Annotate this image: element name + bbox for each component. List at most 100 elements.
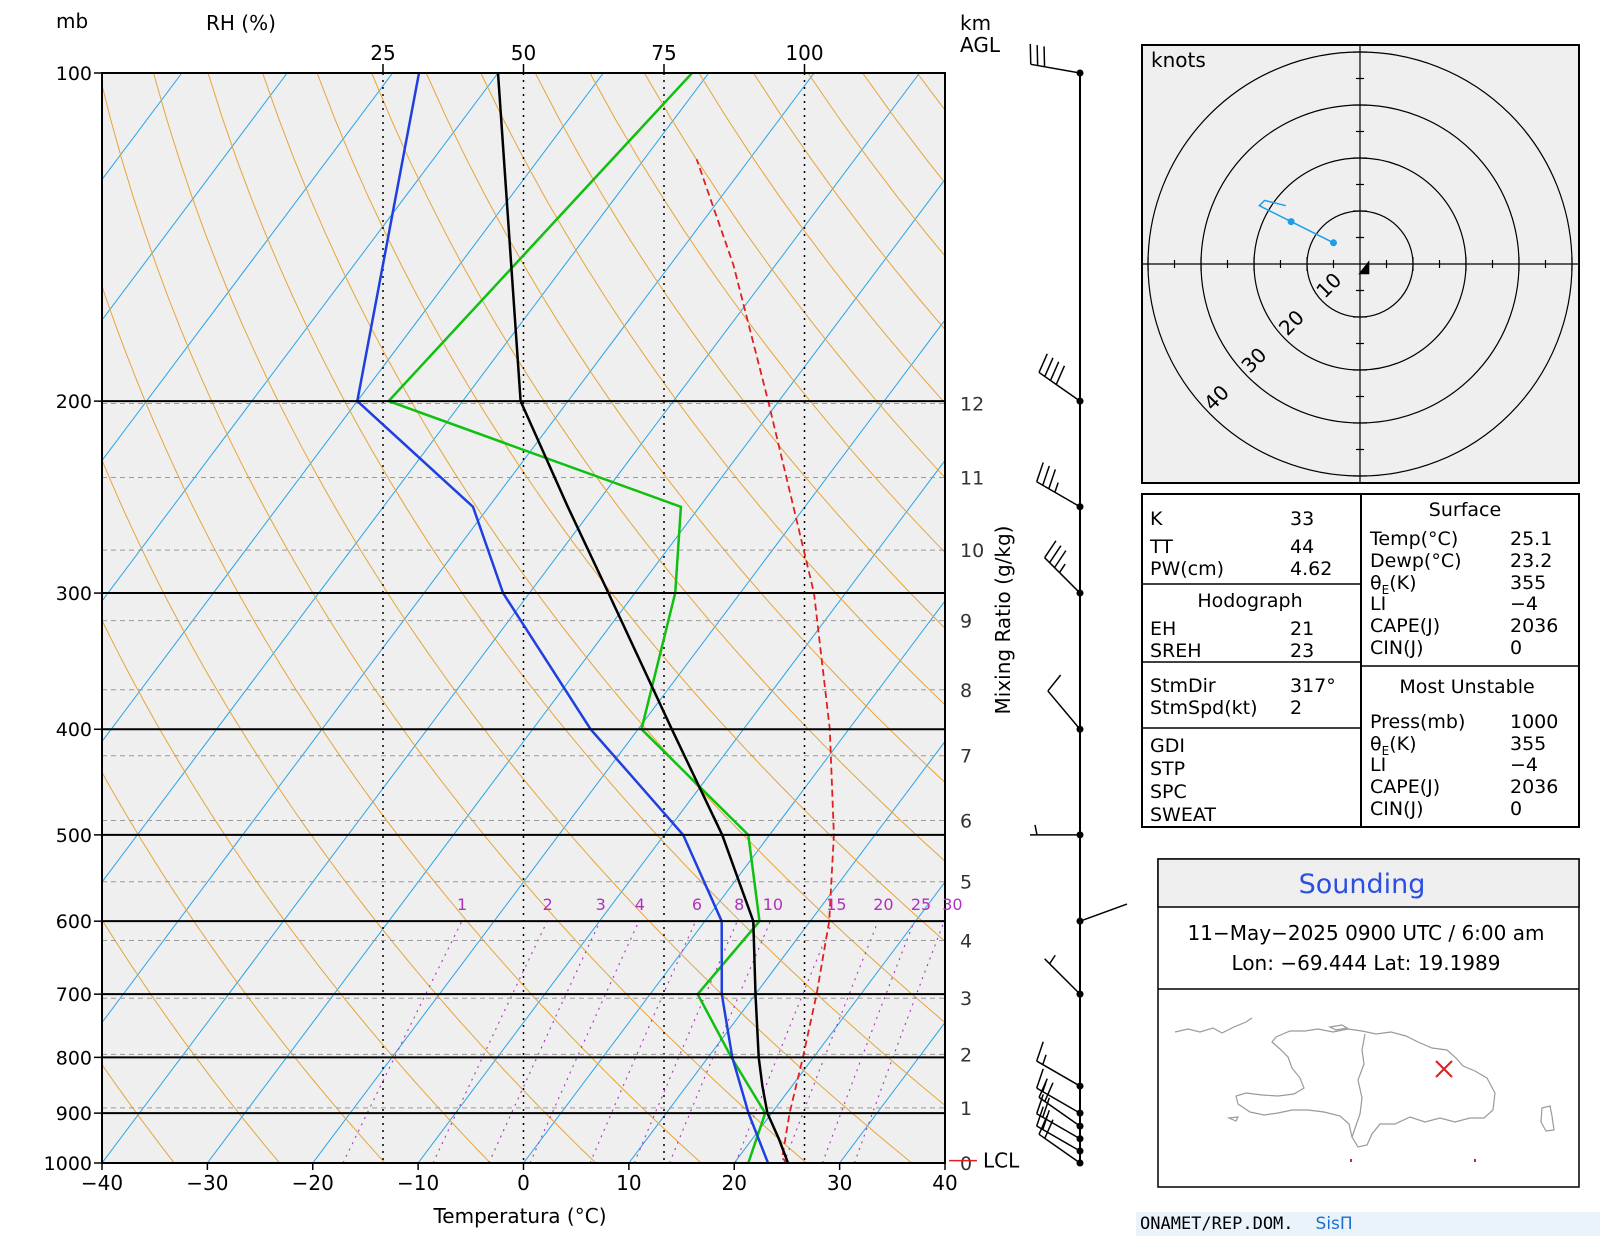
rh-tick-label: 100 bbox=[785, 41, 823, 65]
wind-barb-full bbox=[1042, 1097, 1051, 1118]
isotherm-line bbox=[312, 319, 945, 1163]
dry-adiabat-line bbox=[480, 73, 945, 706]
surface-li-label: LI bbox=[1370, 593, 1386, 615]
pressure-tick-label: 800 bbox=[56, 1047, 92, 1069]
wind-barb-staff bbox=[1079, 903, 1128, 922]
dry-adiabat-line bbox=[207, 73, 945, 1106]
wind-barb-full bbox=[1042, 465, 1051, 486]
dry-adiabat-line bbox=[262, 73, 945, 1024]
mixing-ratio-label: 2 bbox=[543, 895, 553, 914]
surface-cape-label: CAPE(J) bbox=[1370, 615, 1440, 637]
storm-motion-marker bbox=[1358, 260, 1370, 275]
stp-label: STP bbox=[1150, 758, 1185, 780]
stmspd-value: 2 bbox=[1290, 697, 1302, 719]
stmspd-label: StmSpd(kt) bbox=[1150, 697, 1257, 719]
wind-barb-full bbox=[1035, 1041, 1044, 1062]
mixing-ratio-title: Mixing Ratio (g/kg) bbox=[991, 526, 1015, 715]
info-frame bbox=[1157, 858, 1580, 1188]
wind-barb-column bbox=[1029, 43, 1128, 1167]
wind-barb-full bbox=[1035, 1068, 1044, 1089]
mixing-ratio-line bbox=[342, 920, 463, 1163]
height-tick-label: 9 bbox=[960, 611, 972, 633]
temperature-tick-label: 30 bbox=[827, 1171, 852, 1195]
wind-barb-staff bbox=[1036, 1125, 1081, 1152]
dry-adiabat-line bbox=[102, 771, 386, 1163]
wind-barb bbox=[1035, 1094, 1081, 1140]
temperature-tick-label: −40 bbox=[81, 1171, 123, 1195]
wind-barb-full bbox=[1053, 550, 1067, 569]
isotherm-line bbox=[102, 73, 710, 883]
wind-barb-staff bbox=[1038, 1096, 1081, 1127]
k-value: 33 bbox=[1290, 508, 1314, 530]
height-tick-label: 5 bbox=[960, 872, 972, 894]
wind-barb-full bbox=[1035, 1094, 1044, 1114]
mixing-ratio-label: 30 bbox=[942, 895, 962, 914]
dry-adiabat-line bbox=[425, 73, 945, 784]
surface-cin-label: CIN(J) bbox=[1370, 637, 1424, 659]
surface-cape-value: 2036 bbox=[1510, 615, 1558, 637]
indices-panel: K 33 TT 44 PW(cm) 4.62 Hodograph EH 21 S… bbox=[1141, 493, 1580, 828]
location-marker-stroke-2 bbox=[1435, 1060, 1453, 1078]
wind-barb bbox=[1029, 43, 1081, 74]
surface-temp-value: 25.1 bbox=[1510, 528, 1552, 550]
info-title-bar bbox=[1157, 858, 1580, 908]
isotherm-line bbox=[523, 600, 945, 1163]
height-axis-title-agl: AGL bbox=[960, 33, 1001, 57]
wind-barb bbox=[1044, 954, 1081, 995]
height-tick-label: 4 bbox=[960, 931, 972, 953]
wind-barb-half bbox=[1048, 954, 1056, 965]
surface-li-value: −4 bbox=[1510, 593, 1538, 615]
temperature-tick-label: −10 bbox=[397, 1171, 439, 1195]
dry-adiabat-line bbox=[102, 1063, 175, 1163]
sounding-datetime: 11−May−2025 0900 UTC / 6:00 am bbox=[1188, 921, 1545, 945]
lcl-label: LCL bbox=[983, 1149, 1020, 1173]
hodograph-point bbox=[1330, 239, 1337, 247]
isotherm-line bbox=[102, 73, 920, 1163]
dry-adiabat-line bbox=[102, 82, 807, 1163]
dry-adiabat-line bbox=[102, 284, 702, 1163]
mixing-ratio-line bbox=[488, 920, 601, 1163]
hispaniola-outline bbox=[1235, 1028, 1496, 1148]
mixing-ratio-label: 15 bbox=[826, 895, 846, 914]
wind-barb bbox=[1079, 903, 1128, 922]
hodograph-trace bbox=[1258, 199, 1334, 244]
wind-barb-staff bbox=[1036, 481, 1081, 508]
mu-cape-label: CAPE(J) bbox=[1370, 776, 1440, 798]
mixing-ratio-label: 4 bbox=[635, 895, 645, 914]
tt-label: TT bbox=[1149, 536, 1173, 558]
wind-barb-staff bbox=[1044, 557, 1081, 594]
pw-value: 4.62 bbox=[1290, 558, 1332, 580]
rh-tick-label: 75 bbox=[651, 41, 676, 65]
x-axis-title: Temperatura (°C) bbox=[432, 1204, 606, 1228]
wind-barb-half bbox=[1042, 1054, 1047, 1065]
sounding-title: Sounding bbox=[1299, 869, 1426, 900]
small-island-outline bbox=[1226, 1116, 1240, 1122]
wind-barb bbox=[1044, 540, 1081, 594]
footer-organization: ONAMET/REP.DOM. bbox=[1140, 1214, 1294, 1234]
temperature-tick-label: −30 bbox=[186, 1171, 228, 1195]
isotherm-line bbox=[102, 73, 499, 602]
dry-adiabat-line bbox=[153, 73, 913, 1163]
hodograph-section-title: Hodograph bbox=[1197, 590, 1302, 612]
mixing-ratio-line bbox=[633, 920, 738, 1163]
wind-barb-full bbox=[1055, 365, 1066, 385]
wind-barb-staff bbox=[1030, 63, 1081, 74]
height-tick-label: 12 bbox=[960, 394, 984, 416]
height-tick-label: 3 bbox=[960, 988, 972, 1010]
wind-barb-staff bbox=[1036, 1060, 1081, 1087]
mu-li-label: LI bbox=[1370, 754, 1386, 776]
tortuga-outline bbox=[1328, 1024, 1349, 1031]
wind-barb-staff bbox=[1047, 690, 1081, 730]
wind-barb-staff bbox=[1038, 1133, 1081, 1164]
puerto-rico-outline bbox=[1540, 1105, 1555, 1132]
stmdir-label: StmDir bbox=[1150, 675, 1216, 697]
wind-barb bbox=[1035, 462, 1081, 508]
dry-adiabat-line bbox=[589, 73, 945, 554]
dry-adiabat-line bbox=[102, 458, 597, 1163]
isotherm-line bbox=[733, 881, 945, 1163]
wind-barb-staff bbox=[1038, 371, 1081, 402]
height-tick-label: 11 bbox=[960, 468, 984, 490]
wind-barb-full bbox=[1049, 361, 1060, 381]
mu-thetae-value: 355 bbox=[1510, 733, 1546, 755]
